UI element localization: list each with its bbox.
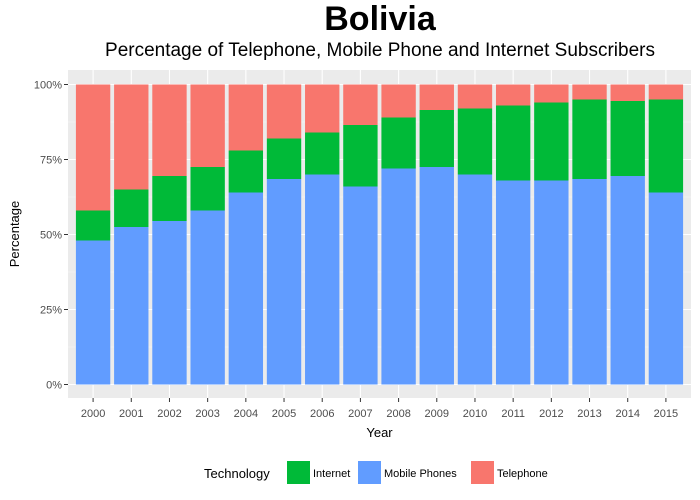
bar-stack-2013 (572, 84, 607, 385)
bar-telephone-2012 (534, 84, 569, 103)
bar-stack-2001 (114, 84, 149, 385)
bar-stack-2009 (419, 84, 454, 385)
bar-internet-2002 (152, 176, 187, 221)
bar-stack-2012 (534, 84, 569, 385)
legend-label-mobile-phones: Mobile Phones (384, 468, 457, 480)
bar-stack-2005 (266, 84, 302, 385)
bar-internet-2001 (114, 189, 149, 227)
bar-internet-2000 (75, 210, 111, 241)
bar-internet-2007 (343, 125, 378, 187)
y-axis-title: Percentage (7, 201, 22, 268)
legend-key-internet (287, 461, 310, 484)
bar-telephone-2003 (190, 84, 225, 167)
x-tick-label: 2003 (195, 408, 219, 420)
x-tick-label: 2013 (577, 408, 601, 420)
x-tick-label: 2009 (425, 408, 449, 420)
x-tick-label: 2007 (348, 408, 372, 420)
x-tick-label: 2008 (386, 408, 410, 420)
bar-telephone-2009 (419, 84, 454, 110)
bar-mobile-phones-2005 (266, 179, 302, 385)
y-tick-label: 50% (40, 230, 62, 242)
bar-stack-2007 (343, 84, 378, 385)
legend-key-telephone (471, 461, 494, 484)
bar-telephone-2002 (152, 84, 187, 176)
x-tick-label: 2000 (81, 408, 105, 420)
bar-telephone-2007 (343, 84, 378, 125)
bar-telephone-2011 (495, 84, 531, 106)
bar-stack-2000 (75, 84, 111, 385)
bar-mobile-phones-2001 (114, 227, 149, 385)
y-tick-label: 100% (34, 80, 62, 92)
bar-mobile-phones-2015 (648, 192, 684, 385)
x-tick-label: 2006 (310, 408, 334, 420)
bar-internet-2010 (457, 108, 493, 175)
bar-internet-2014 (610, 101, 645, 176)
bar-telephone-2004 (228, 84, 264, 151)
bar-telephone-2015 (648, 84, 684, 100)
bar-internet-2009 (419, 110, 454, 167)
bar-telephone-2008 (381, 84, 416, 118)
bar-stack-2011 (495, 84, 531, 385)
bar-internet-2008 (381, 117, 416, 169)
chart-title: Bolivia (324, 0, 436, 38)
bar-mobile-phones-2003 (190, 210, 225, 385)
legend: Technology Internet Mobile Phones Telephon… (204, 461, 548, 484)
x-tick-label: 2014 (615, 408, 639, 420)
x-tick-label: 2010 (463, 408, 487, 420)
bar-internet-2013 (572, 99, 607, 179)
bar-mobile-phones-2008 (381, 168, 416, 385)
x-tick-label: 2012 (539, 408, 563, 420)
y-tick-label: 75% (40, 155, 62, 167)
y-tick-label: 25% (40, 305, 62, 317)
x-tick-label: 2001 (119, 408, 143, 420)
bar-telephone-2005 (266, 84, 302, 139)
legend-title: Technology (204, 466, 270, 481)
bar-mobile-phones-2013 (572, 179, 607, 385)
bar-stack-2014 (610, 84, 645, 385)
bar-internet-2012 (534, 102, 569, 181)
x-tick-label: 2002 (157, 408, 181, 420)
bar-mobile-phones-2009 (419, 167, 454, 385)
legend-key-mobile-phones (358, 461, 381, 484)
bar-telephone-2010 (457, 84, 493, 109)
bar-internet-2005 (266, 138, 302, 179)
bar-mobile-phones-2000 (75, 240, 111, 385)
bar-stack-2010 (457, 84, 493, 385)
bar-stack-2003 (190, 84, 225, 385)
bar-telephone-2001 (114, 84, 149, 190)
bar-mobile-phones-2011 (495, 180, 531, 385)
bar-stack-2002 (152, 84, 187, 385)
legend-label-internet: Internet (313, 468, 350, 480)
bar-mobile-phones-2010 (457, 174, 493, 385)
bar-mobile-phones-2012 (534, 180, 569, 385)
bar-mobile-phones-2004 (228, 192, 264, 385)
bar-stack-2004 (228, 84, 264, 385)
bar-internet-2003 (190, 167, 225, 211)
bar-internet-2006 (305, 132, 340, 175)
bar-telephone-2013 (572, 84, 607, 100)
bar-mobile-phones-2014 (610, 176, 645, 385)
legend-label-telephone: Telephone (497, 468, 548, 480)
bar-mobile-phones-2002 (152, 221, 187, 385)
x-tick-label: 2015 (654, 408, 678, 420)
bar-stack-2008 (381, 84, 416, 385)
y-tick-label: 0% (46, 380, 62, 392)
x-tick-label: 2005 (272, 408, 296, 420)
bar-internet-2011 (495, 105, 531, 181)
bar-internet-2004 (228, 150, 264, 193)
chart-subtitle: Percentage of Telephone, Mobile Phone an… (105, 40, 655, 61)
x-tick-label: 2011 (501, 408, 525, 420)
bar-internet-2015 (648, 99, 684, 193)
bar-mobile-phones-2006 (305, 174, 340, 385)
bar-telephone-2014 (610, 84, 645, 101)
bar-telephone-2000 (75, 84, 111, 211)
bar-stack-2006 (305, 84, 340, 385)
bar-mobile-phones-2007 (343, 186, 378, 385)
bar-stack-2015 (648, 84, 684, 385)
bar-telephone-2006 (305, 84, 340, 133)
x-tick-label: 2004 (234, 408, 258, 420)
x-axis-title: Year (366, 425, 393, 440)
